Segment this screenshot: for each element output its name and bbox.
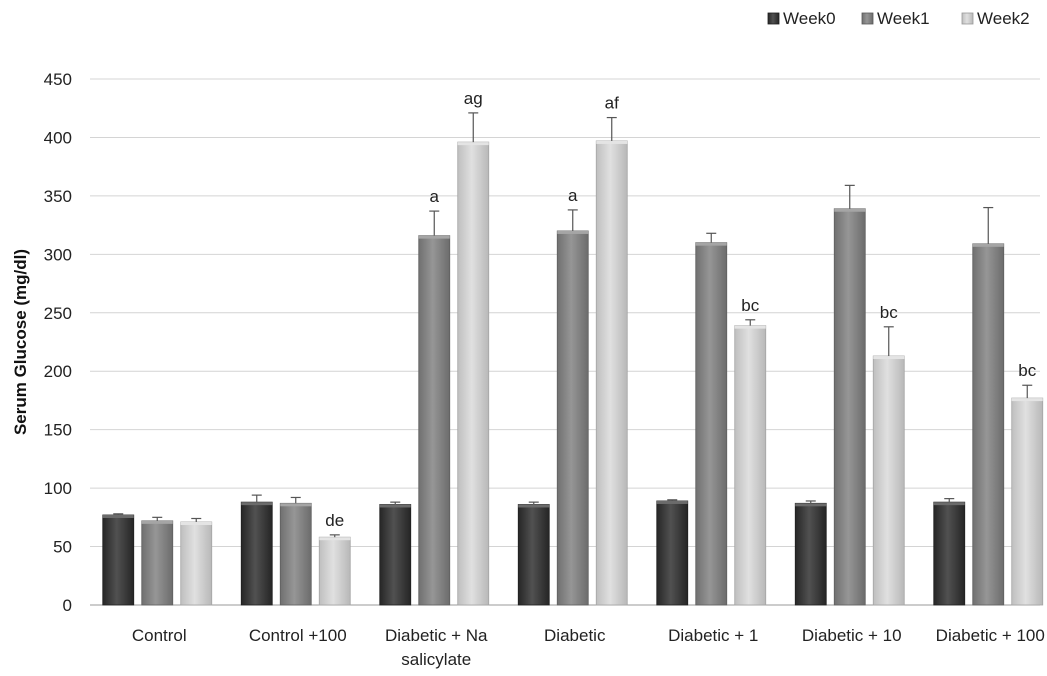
- bar-Week0-4: [656, 500, 689, 606]
- legend-label-Week1: Week1: [877, 9, 930, 28]
- x-tick-label-1-0: Control +100: [249, 626, 347, 645]
- legend-swatch-Week1: [861, 12, 874, 25]
- bar-cap-Week1-0: [141, 520, 173, 524]
- annotation-Week2-1: de: [325, 511, 344, 530]
- annotation-Week2-5: bc: [880, 303, 898, 322]
- bar-cap-Week0-5: [795, 503, 827, 507]
- bar-Week2-1: [318, 536, 351, 606]
- bar-cap-Week0-1: [241, 502, 273, 506]
- bar-Week2-4: [734, 325, 767, 606]
- bar-Week2-3: [595, 140, 628, 606]
- bar-Week2-5: [872, 355, 905, 606]
- legend-swatch-Week0: [767, 12, 780, 25]
- bar-cap-Week0-4: [656, 500, 688, 504]
- bar-cap-Week0-6: [933, 502, 965, 506]
- y-tick-label-0: 0: [63, 596, 72, 615]
- bar-cap-Week1-6: [972, 243, 1004, 247]
- y-tick-label-50: 50: [53, 538, 72, 557]
- bar-Week1-4: [695, 242, 728, 606]
- bar-cap-Week1-4: [695, 242, 727, 246]
- bar-cap-Week2-1: [319, 537, 351, 541]
- annotation-Week2-4: bc: [741, 296, 759, 315]
- x-tick-label-4-0: Diabetic + 1: [668, 626, 758, 645]
- bar-cap-Week1-2: [418, 235, 450, 239]
- bar-Week2-6: [1011, 397, 1044, 606]
- bar-cap-Week2-4: [734, 325, 766, 329]
- y-tick-label-300: 300: [44, 245, 72, 264]
- bar-Week0-3: [517, 504, 550, 606]
- bar-Week0-2: [379, 504, 412, 606]
- bar-Week0-6: [933, 501, 966, 606]
- annotation-Week2-3: af: [605, 94, 619, 113]
- annotation-Week1-2: a: [430, 187, 440, 206]
- bar-Week0-0: [102, 514, 135, 606]
- bar-cap-Week2-0: [180, 522, 212, 526]
- bar-cap-Week1-3: [557, 230, 589, 234]
- annotation-Week2-2: ag: [464, 89, 483, 108]
- bar-cap-Week0-2: [379, 504, 411, 508]
- x-tick-label-0-0: Control: [132, 626, 187, 645]
- y-tick-label-200: 200: [44, 362, 72, 381]
- bar-cap-Week1-5: [834, 208, 866, 212]
- legend-label-Week2: Week2: [977, 9, 1030, 28]
- bar-Week1-0: [141, 520, 174, 606]
- bar-cap-Week2-2: [457, 142, 489, 146]
- x-tick-label-5-0: Diabetic + 10: [802, 626, 902, 645]
- bar-Week0-5: [794, 502, 827, 606]
- legend-swatch-Week2: [961, 12, 974, 25]
- x-tick-label-6-0: Diabetic + 100: [936, 626, 1045, 645]
- x-tick-label-2-1: salicylate: [401, 650, 471, 669]
- annotation-Week1-3: a: [568, 186, 578, 205]
- bar-Week1-2: [418, 235, 451, 606]
- bar-Week0-1: [240, 501, 273, 606]
- bar-Week1-1: [279, 502, 312, 606]
- legend-label-Week0: Week0: [783, 9, 836, 28]
- bar-Week1-5: [833, 208, 866, 606]
- y-tick-label-450: 450: [44, 70, 72, 89]
- y-tick-label-150: 150: [44, 421, 72, 440]
- y-tick-label-400: 400: [44, 128, 72, 147]
- bar-Week1-3: [556, 230, 589, 606]
- bar-Week2-2: [457, 141, 490, 606]
- y-tick-label-350: 350: [44, 187, 72, 206]
- x-tick-label-3-0: Diabetic: [544, 626, 606, 645]
- bar-cap-Week2-5: [873, 356, 905, 360]
- bar-cap-Week0-0: [102, 514, 134, 518]
- bar-Week2-0: [180, 521, 213, 606]
- bar-cap-Week1-1: [280, 503, 312, 507]
- bar-Week1-6: [972, 243, 1005, 606]
- x-tick-label-2-0: Diabetic + Na: [385, 626, 488, 645]
- bar-cap-Week0-3: [518, 504, 550, 508]
- y-tick-label-250: 250: [44, 304, 72, 323]
- y-axis-label: Serum Glucose (mg/dl): [11, 249, 30, 435]
- bar-cap-Week2-6: [1011, 398, 1043, 402]
- y-tick-label-100: 100: [44, 479, 72, 498]
- bar-cap-Week2-3: [596, 140, 628, 144]
- annotation-Week2-6: bc: [1018, 361, 1036, 380]
